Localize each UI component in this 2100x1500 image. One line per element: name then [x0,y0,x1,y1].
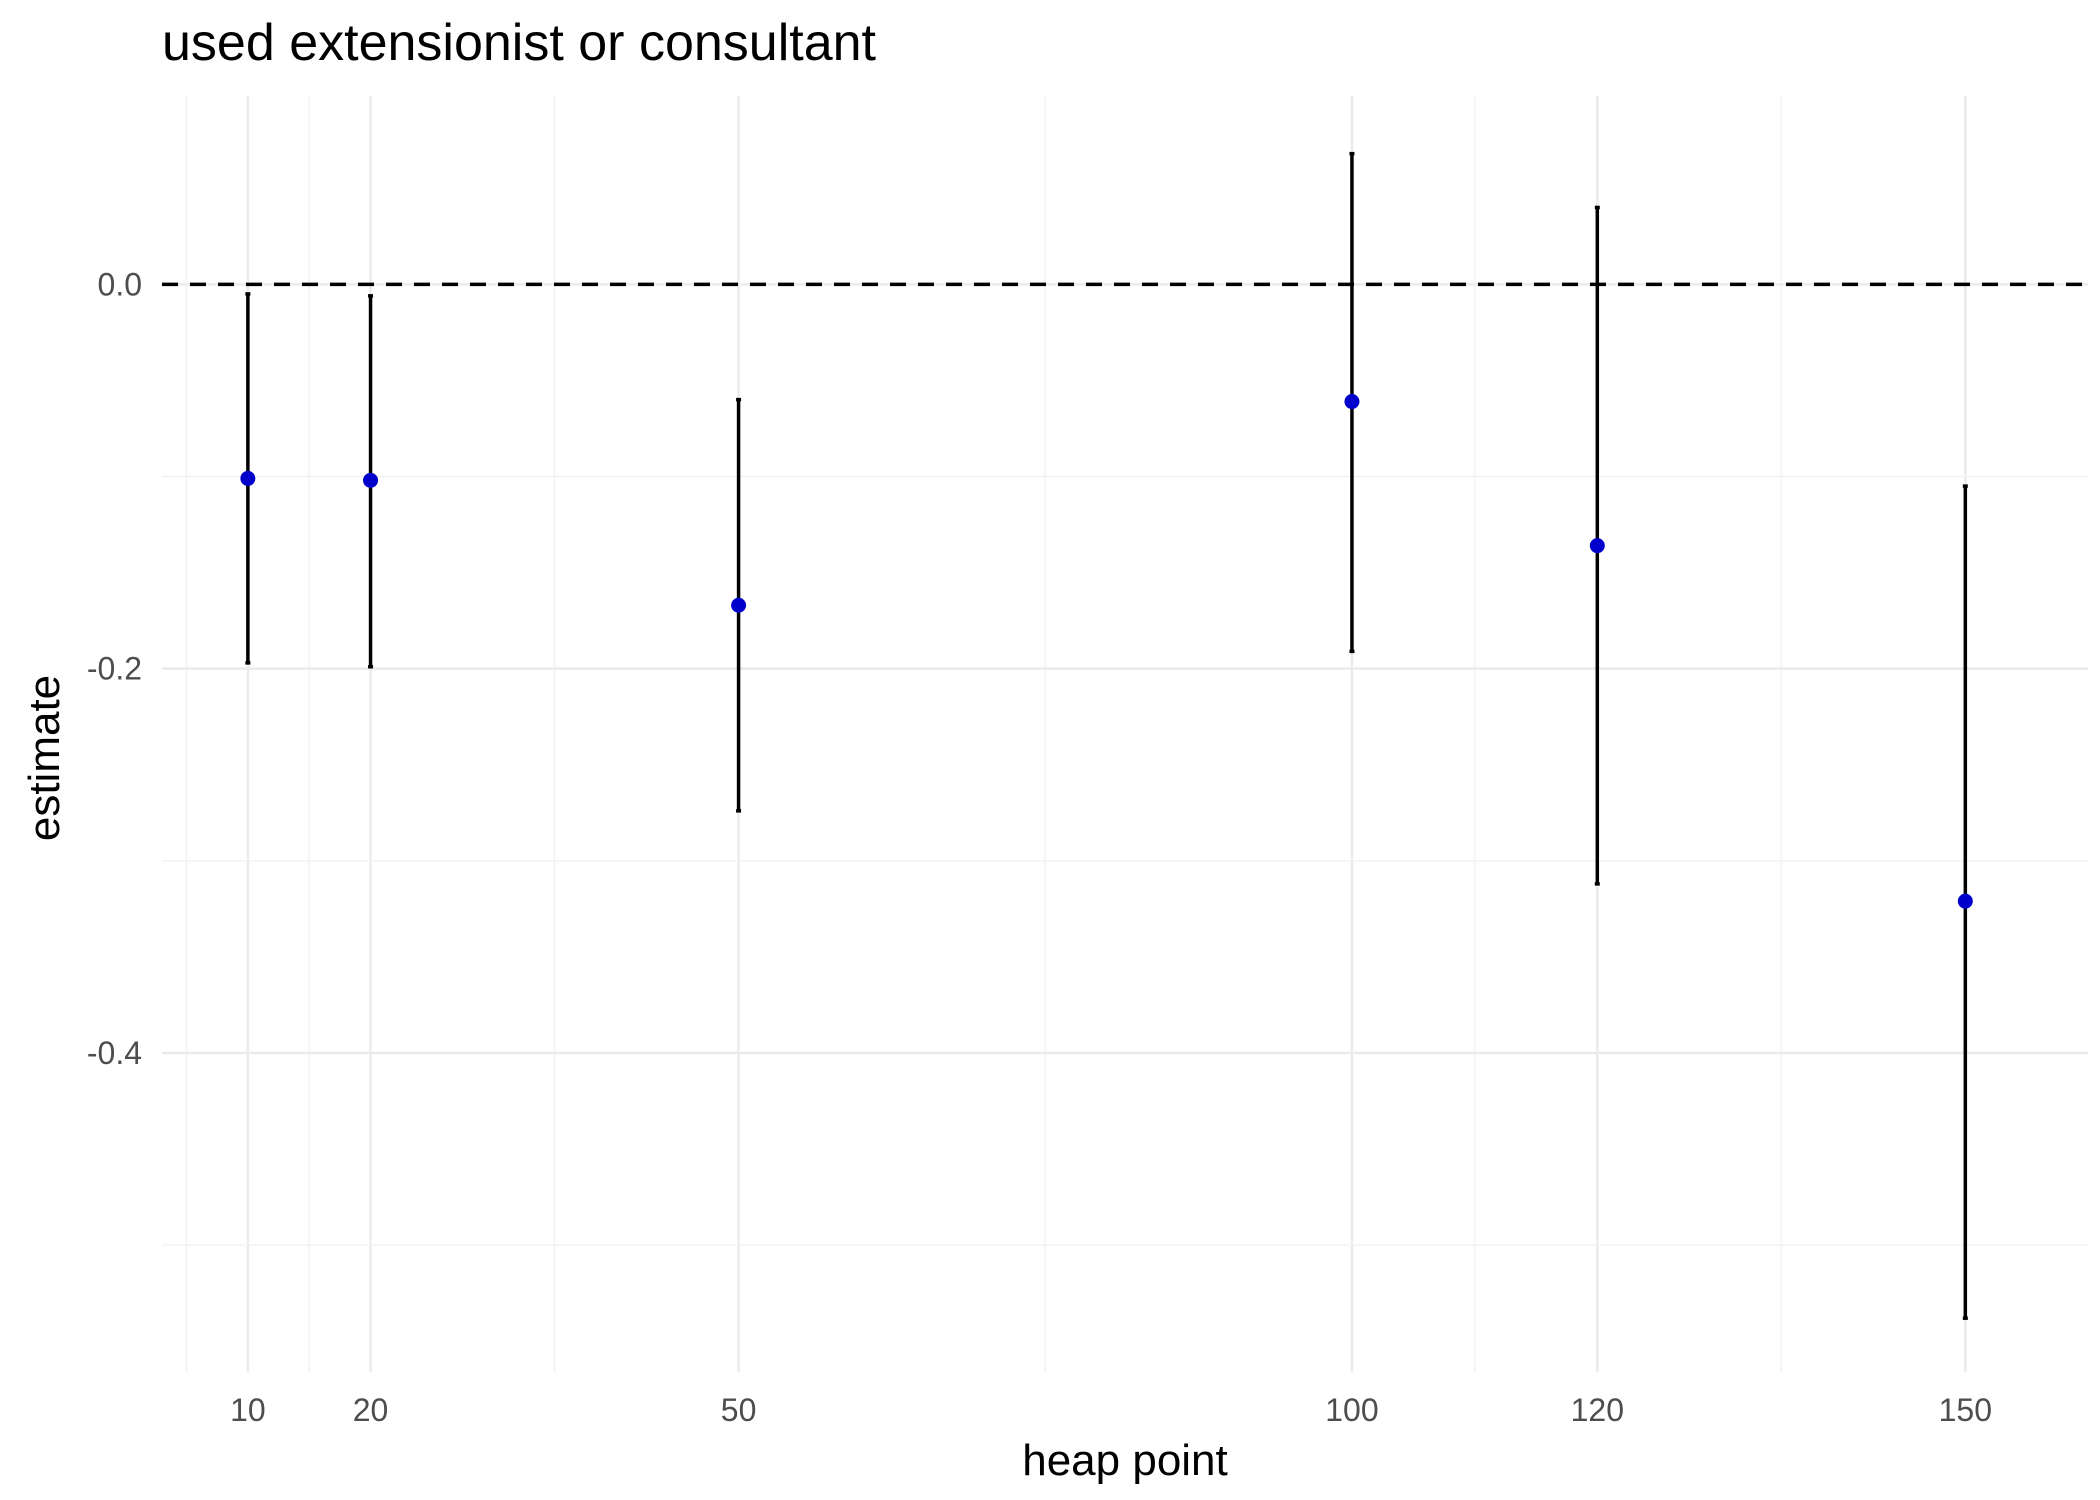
x-tick-label: 150 [1939,1392,1992,1428]
estimate-point [363,472,379,488]
x-axis-title: heap point [1022,1436,1228,1485]
x-tick-label: 20 [353,1392,389,1428]
x-tick-label: 50 [721,1392,757,1428]
y-axis-ticks: 0.0 -0.2 -0.4 [87,266,142,1071]
data-points [240,394,1973,909]
estimate-point [1344,394,1360,410]
x-tick-label: 120 [1571,1392,1624,1428]
y-tick-label: -0.4 [87,1035,142,1071]
estimate-point [731,597,747,613]
x-tick-label: 10 [230,1392,266,1428]
x-axis-ticks: 10 20 50 100 120 150 [230,1392,1992,1428]
estimate-point [1589,538,1605,554]
y-axis-title: estimate [20,675,69,841]
x-tick-label: 100 [1325,1392,1378,1428]
y-tick-label: 0.0 [98,266,142,302]
estimate-point [240,470,256,486]
estimate-point [1957,893,1973,909]
chart-title: used extensionist or consultant [162,14,877,72]
y-tick-label: -0.2 [87,651,142,687]
error-bars [245,151,1968,1320]
gridlines [162,96,2088,1372]
